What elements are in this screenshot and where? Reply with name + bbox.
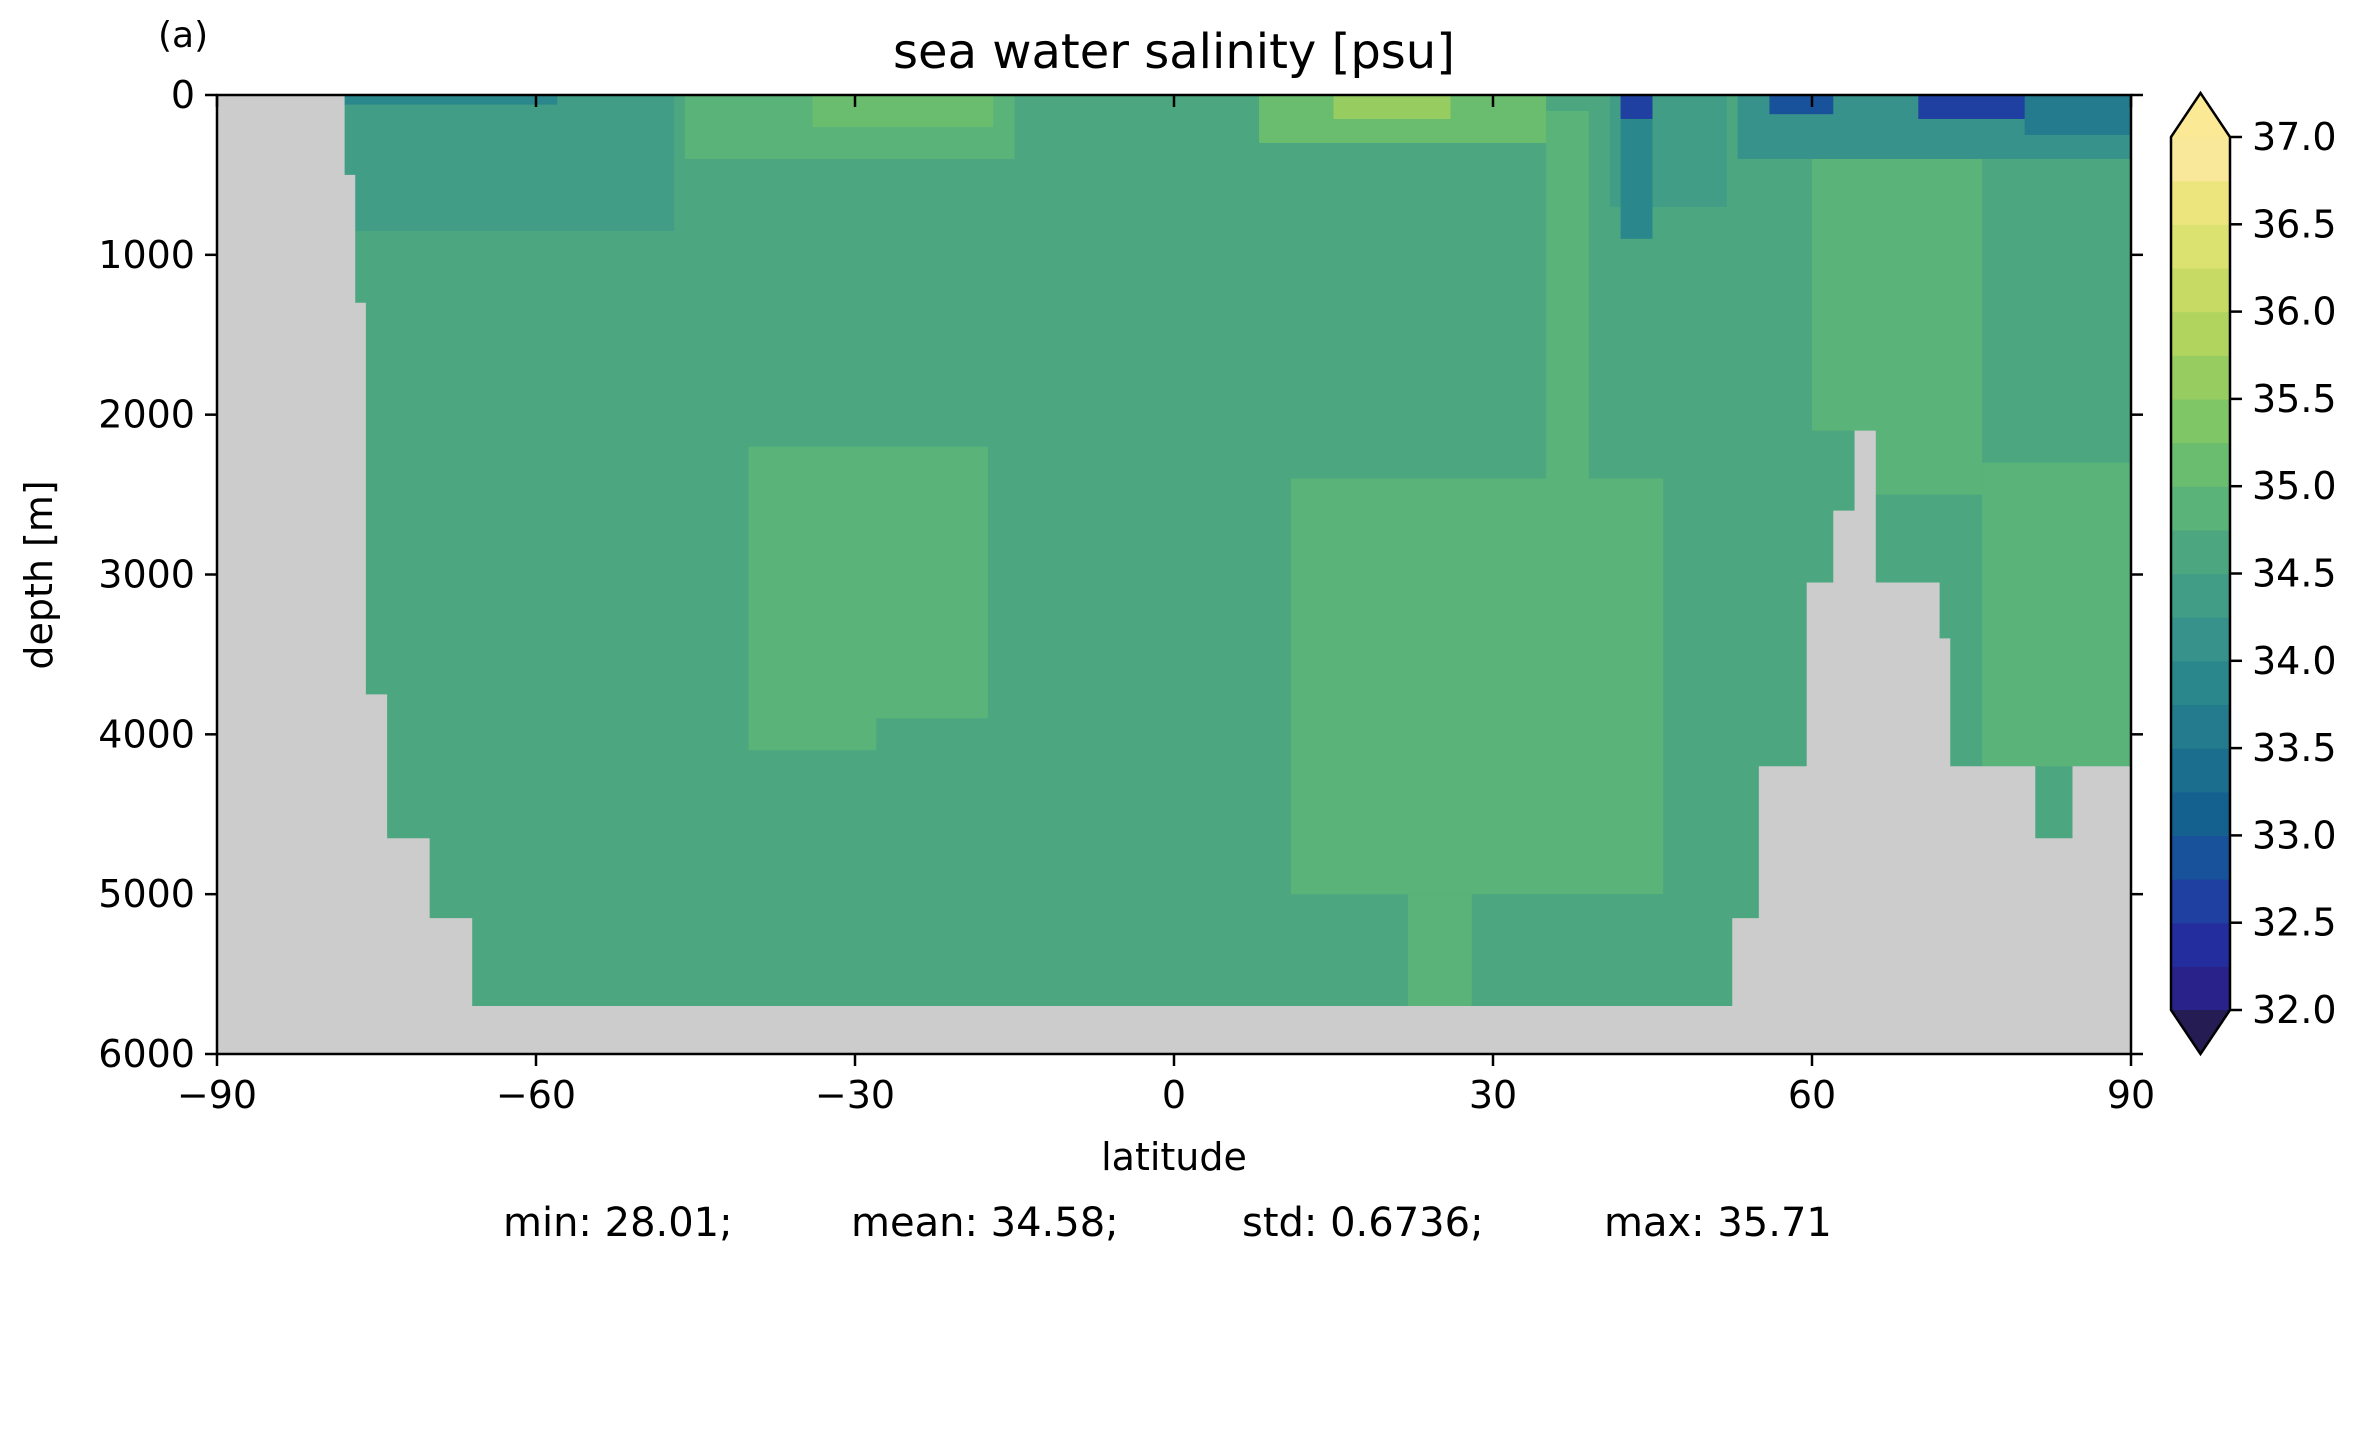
colorbar-band-7 <box>2171 660 2230 706</box>
stats-line: min: 28.01; mean: 34.58; std: 0.6736; ma… <box>0 1200 2362 1250</box>
plot-area <box>217 95 2131 1054</box>
colorbar: 32.0 32.5 33.0 33.5 34.0 34.5 35.0 35.5 36.0 36.5… <box>2169 90 2337 1057</box>
colorbar-band-3 <box>2171 835 2230 880</box>
colorbar-band-11 <box>2171 486 2230 531</box>
y-tick-label-3: 3000 <box>98 553 195 597</box>
colorbar-tick-label-10: 37.0 <box>2252 115 2337 159</box>
colorbar-band-12 <box>2171 442 2230 487</box>
y-axis-label: depth [m] <box>17 480 61 669</box>
colorbar-band-8 <box>2171 617 2230 662</box>
colorbar-band-5 <box>2171 748 2230 793</box>
salinity-fields <box>344 95 2131 1007</box>
colorbar-tick-label-6: 35.0 <box>2252 464 2337 508</box>
y-tick-label-5: 5000 <box>98 872 195 916</box>
colorbar-tick-label-1: 32.5 <box>2252 901 2337 945</box>
x-tick-label-1: −60 <box>496 1073 576 1117</box>
salinity-field-0 <box>748 446 988 751</box>
colorbar-tick-label-8: 36.0 <box>2252 290 2337 334</box>
x-axis: −90 −60 −30 0 30 60 90 <box>177 95 2155 1117</box>
salinity-field-9 <box>1865 158 1983 495</box>
x-tick-label-6: 90 <box>2107 1073 2155 1117</box>
colorbar-band-6 <box>2171 704 2230 749</box>
colorbar-band-13 <box>2171 398 2230 444</box>
colorbar-band-17 <box>2171 224 2230 269</box>
colorbar-band-1 <box>2171 922 2230 967</box>
colorbar-extend-bottom <box>2171 1010 2230 1054</box>
colorbar-tick-label-7: 35.5 <box>2252 377 2337 421</box>
salinity-field-2 <box>642 750 1089 1007</box>
colorbar-band-18 <box>2171 180 2230 225</box>
chart-title: sea water salinity [psu] <box>893 24 1455 80</box>
colorbar-band-10 <box>2171 529 2230 575</box>
colorbar-tick-label-2: 33.0 <box>2252 813 2337 857</box>
colorbar-band-19 <box>2171 137 2230 182</box>
colorbar-tick-label-4: 34.0 <box>2252 639 2337 683</box>
salinity-figure: (a) sea water salinity [psu] −90 −60 −30 0 3… <box>17 15 2337 1179</box>
stat-mean: mean: 34.58; <box>851 1200 1119 1246</box>
x-tick-label-0: −90 <box>177 1073 257 1117</box>
salinity-field-3 <box>1290 478 1664 895</box>
colorbar-tick-label-3: 33.5 <box>2252 726 2337 770</box>
colorbar-tick-label-0: 32.0 <box>2252 988 2337 1032</box>
colorbar-band-15 <box>2171 311 2230 356</box>
colorbar-tick-label-5: 34.5 <box>2252 552 2337 596</box>
x-axis-label: latitude <box>1101 1135 1247 1179</box>
x-tick-label-3: 0 <box>1162 1073 1186 1117</box>
y-tick-label-2: 2000 <box>98 393 195 437</box>
salinity-field-8 <box>1982 462 2131 767</box>
y-axis: 0 1000 2000 3000 4000 5000 6000 <box>98 73 2143 1076</box>
colorbar-extend-top <box>2171 93 2230 137</box>
colorbar-band-0 <box>2171 966 2230 1011</box>
salinity-field-21 <box>344 95 558 105</box>
x-tick-label-2: −30 <box>815 1073 895 1117</box>
panel-label: (a) <box>158 15 208 56</box>
colorbar-band-9 <box>2171 573 2230 618</box>
colorbar-band-2 <box>2171 879 2230 924</box>
x-tick-label-4: 30 <box>1469 1073 1517 1117</box>
stat-max: max: 35.71 <box>1604 1200 1832 1246</box>
salinity-field-14 <box>1333 95 1451 119</box>
salinity-field-5 <box>1471 894 1706 1007</box>
colorbar-band-16 <box>2171 267 2230 313</box>
salinity-field-19 <box>1769 95 1834 115</box>
colorbar-band-4 <box>2171 791 2230 836</box>
y-tick-label-1: 1000 <box>98 233 195 277</box>
y-tick-label-4: 4000 <box>98 712 195 756</box>
salinity-field-10 <box>344 95 675 231</box>
salinity-field-17 <box>1620 95 1653 119</box>
salinity-field-22 <box>2024 95 2131 135</box>
stat-min: min: 28.01; <box>503 1200 733 1246</box>
land-mask <box>217 95 2131 1054</box>
stat-std: std: 0.6736; <box>1242 1200 1484 1246</box>
colorbar-tick-label-9: 36.5 <box>2252 202 2337 246</box>
y-tick-label-0: 0 <box>171 73 195 117</box>
salinity-field-12 <box>812 95 994 127</box>
colorbar-band-14 <box>2171 355 2230 400</box>
y-tick-label-6: 6000 <box>98 1032 195 1076</box>
salinity-field-6 <box>1546 110 1589 527</box>
x-tick-label-5: 60 <box>1788 1073 1836 1117</box>
